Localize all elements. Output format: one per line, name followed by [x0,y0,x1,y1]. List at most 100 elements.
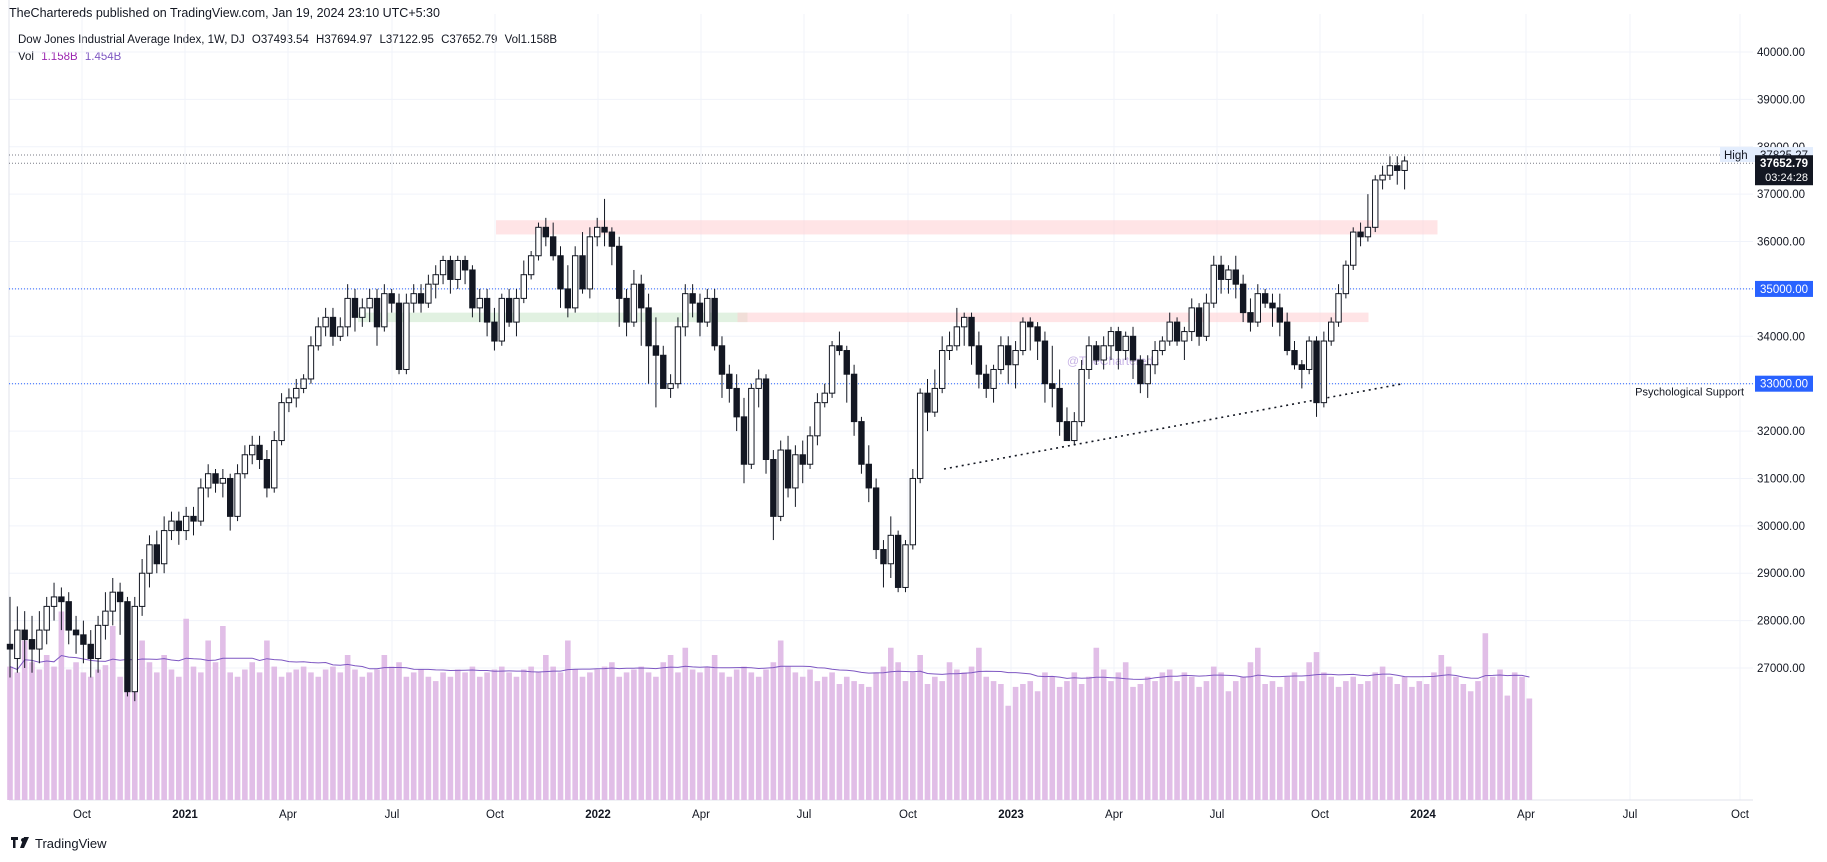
candle-body [630,283,638,323]
volume-bar [946,662,953,800]
y-tick-label: 34000.00 [1757,331,1805,343]
candle [762,374,770,474]
candle-body [36,629,43,650]
candle [483,288,491,337]
candle [381,284,388,332]
volume-bar [660,662,667,800]
symbol-legend: Dow Jones Industrial Average Index, 1W, … [18,34,561,46]
candle [579,232,586,294]
volume-bar [1188,676,1195,800]
candle [285,388,293,413]
volume-bar [205,640,211,800]
volume-bar [763,669,769,800]
candle [1313,336,1320,417]
candle-body [461,259,469,271]
candle [300,374,307,394]
volume-bar [315,676,322,800]
candle-body [938,350,946,389]
volume-bar [1387,676,1393,800]
candle [1357,222,1364,247]
volume-bar [1343,681,1349,800]
candle-body [351,297,359,318]
volume-bar [1042,672,1048,800]
volume-bar [36,669,43,800]
candle-body [806,435,814,465]
candle-body [14,629,21,660]
y-tick-label: 29000.00 [1757,568,1805,580]
volume-bar [755,676,762,800]
candle [983,364,990,398]
candle [1085,336,1093,379]
candle-body [65,601,72,631]
candle [1034,322,1041,360]
volume-bar [924,684,931,800]
candle [403,293,410,375]
footer-brand[interactable]: TradingView [10,836,107,851]
candle [1247,298,1254,332]
symbol-title[interactable]: Dow Jones Industrial Average Index, 1W, … [18,34,245,46]
volume-bar [1020,684,1026,800]
volume-bar [190,666,197,800]
candle [821,383,828,408]
candle-body [366,297,373,309]
candle-body [491,321,498,342]
candle-body [645,307,652,347]
candle [638,274,645,346]
candle-body [249,444,256,456]
candle-body [469,269,476,309]
x-tick-label: Apr [1105,809,1123,821]
candle [28,615,36,673]
candle-body [711,297,718,347]
candle-body [924,392,931,413]
volume-bar [1511,672,1518,800]
volume-bar [1269,681,1276,800]
volume-bar [440,672,446,800]
candle [660,345,667,389]
volume-bar [638,666,645,800]
candle-body [1394,165,1401,171]
volume-bar [344,655,351,800]
volume-bar [1034,691,1041,800]
candle-body [197,487,205,522]
volume-bar [337,672,344,800]
candle-body [109,591,116,612]
candle-body [1210,264,1217,304]
candle-body [799,454,806,465]
candle [160,516,168,574]
volume-bar [954,669,960,800]
volume-bar [939,681,945,800]
volume-bar [381,655,388,800]
candle-body [337,326,344,337]
candle [571,246,579,313]
volume-bar [932,676,938,800]
volume-bar [1086,676,1092,800]
candle-body [403,302,410,370]
candle [1298,360,1306,389]
volume-bar [388,666,395,800]
candle-body [983,373,990,389]
volume-bar [198,672,204,800]
volume-bar [124,647,131,800]
x-tick-label: Jul [385,809,400,821]
candle [1379,165,1386,190]
candle-body [527,255,535,276]
volume-bar [1210,666,1217,800]
grid-lines [8,0,1753,801]
candle [182,506,190,541]
candle [564,265,572,318]
volume-legend[interactable]: Vol 1.158B 1.454B [18,51,121,63]
volume-bar [1321,672,1327,800]
volume-bar [821,676,828,800]
candle-body [770,459,777,517]
candle-body [1217,264,1225,280]
candle-body [608,231,616,247]
candle [505,288,513,327]
candle [109,577,116,626]
volume-bar [1122,662,1129,800]
candle [241,445,249,479]
candle-body [931,387,939,413]
volume-bar [432,681,439,800]
candle [21,611,28,668]
candle [1364,194,1372,242]
